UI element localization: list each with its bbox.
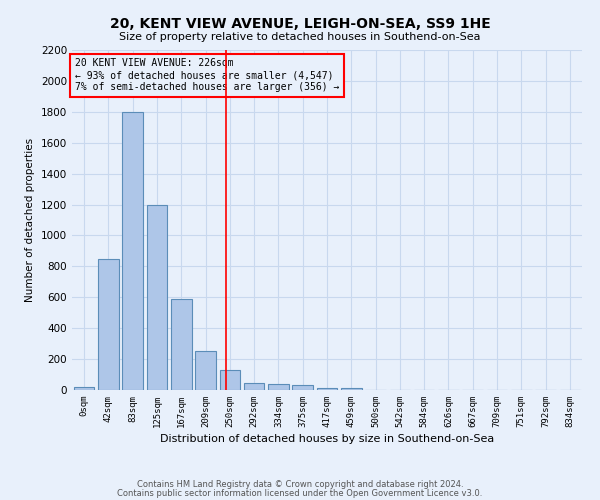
Text: Contains HM Land Registry data © Crown copyright and database right 2024.: Contains HM Land Registry data © Crown c… (137, 480, 463, 489)
Bar (268, 384, 289, 390)
Bar (146, 204, 167, 390)
Y-axis label: Number of detached properties: Number of detached properties (25, 138, 35, 302)
Bar (122, 112, 143, 390)
Bar (171, 299, 191, 390)
Bar (317, 388, 337, 390)
Text: 20, KENT VIEW AVENUE, LEIGH-ON-SEA, SS9 1HE: 20, KENT VIEW AVENUE, LEIGH-ON-SEA, SS9 … (110, 18, 490, 32)
Bar (195, 350, 216, 390)
Bar (292, 386, 313, 390)
X-axis label: Distribution of detached houses by size in Southend-on-Sea: Distribution of detached houses by size … (160, 434, 494, 444)
Bar (98, 260, 119, 390)
Bar (220, 370, 240, 390)
Text: 20 KENT VIEW AVENUE: 226sqm
← 93% of detached houses are smaller (4,547)
7% of s: 20 KENT VIEW AVENUE: 226sqm ← 93% of det… (74, 58, 339, 92)
Text: Size of property relative to detached houses in Southend-on-Sea: Size of property relative to detached ho… (119, 32, 481, 42)
Bar (74, 387, 94, 390)
Bar (244, 383, 265, 390)
Bar (341, 388, 362, 390)
Text: Contains public sector information licensed under the Open Government Licence v3: Contains public sector information licen… (118, 488, 482, 498)
